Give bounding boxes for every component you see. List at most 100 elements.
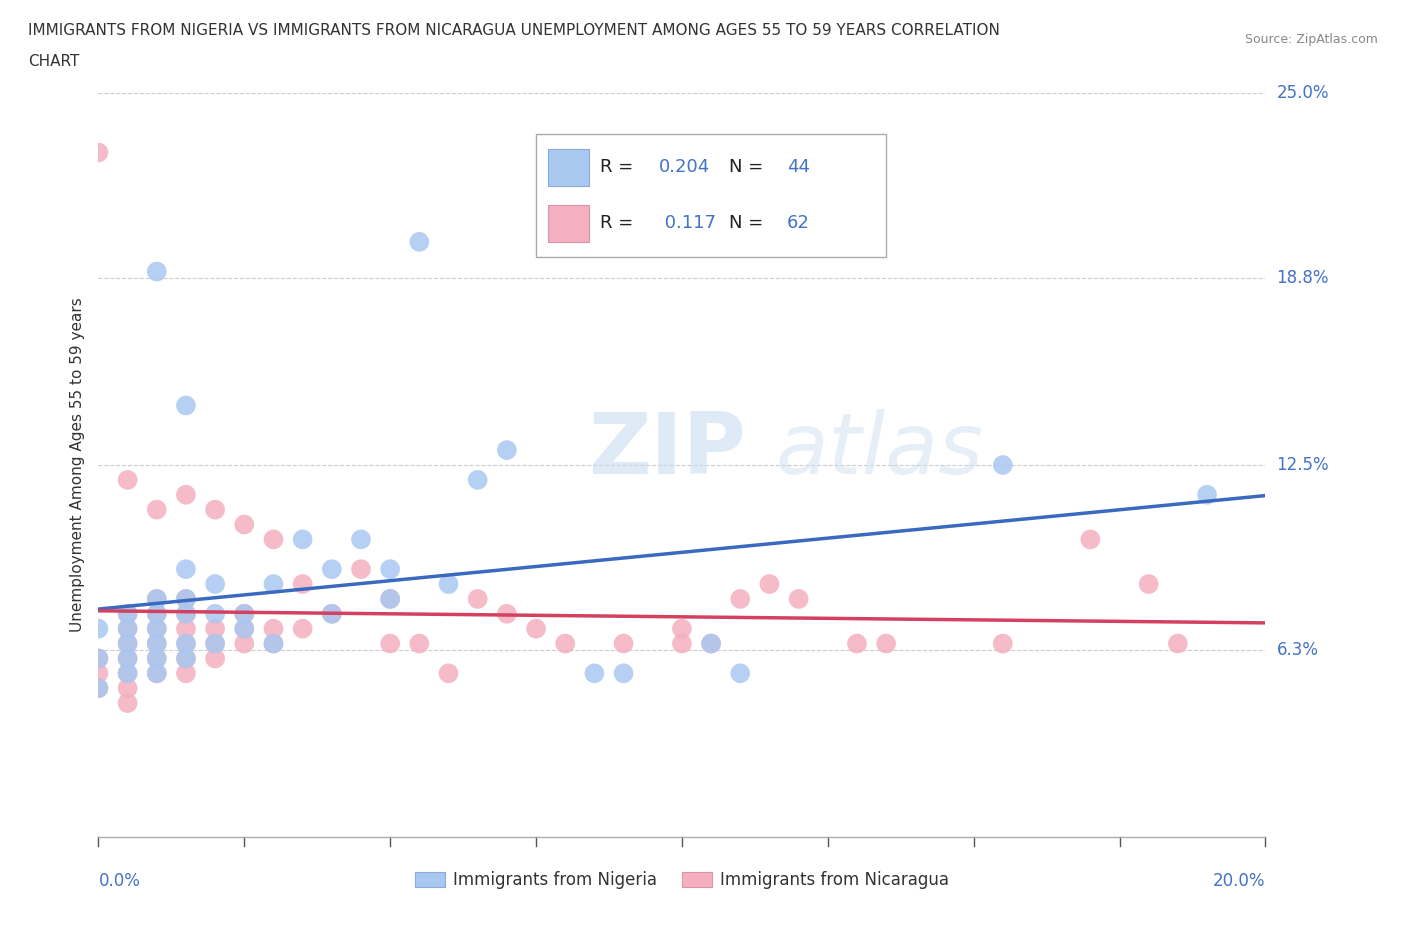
Point — [321, 606, 343, 621]
Text: 25.0%: 25.0% — [1277, 84, 1329, 102]
Point — [204, 606, 226, 621]
Text: 6.3%: 6.3% — [1277, 641, 1319, 658]
Point — [496, 443, 519, 458]
Point — [204, 577, 226, 591]
Point — [437, 577, 460, 591]
Point — [700, 636, 723, 651]
Point — [204, 636, 226, 651]
Point — [174, 666, 197, 681]
Point — [262, 532, 284, 547]
Point — [380, 636, 402, 651]
Point — [117, 666, 139, 681]
Point — [117, 666, 139, 681]
Point — [146, 651, 169, 666]
Point — [117, 696, 139, 711]
Text: CHART: CHART — [28, 54, 80, 69]
Point — [204, 651, 226, 666]
Point — [583, 666, 606, 681]
Point — [174, 487, 197, 502]
Point — [174, 398, 197, 413]
Point — [350, 532, 373, 547]
Point — [146, 621, 169, 636]
Point — [87, 651, 110, 666]
Point — [612, 636, 634, 651]
Point — [87, 651, 110, 666]
Point — [87, 145, 110, 160]
Point — [174, 636, 197, 651]
Point — [174, 591, 197, 606]
Point — [758, 577, 780, 591]
Point — [146, 502, 169, 517]
Point — [408, 636, 430, 651]
Point — [380, 591, 402, 606]
Point — [146, 651, 169, 666]
Point — [846, 636, 869, 651]
Point — [117, 651, 139, 666]
FancyBboxPatch shape — [548, 205, 589, 242]
Point — [380, 562, 402, 577]
Point — [1167, 636, 1189, 651]
Y-axis label: Unemployment Among Ages 55 to 59 years: Unemployment Among Ages 55 to 59 years — [69, 298, 84, 632]
Text: R =: R = — [600, 158, 640, 177]
Point — [380, 591, 402, 606]
Point — [117, 606, 139, 621]
Legend: Immigrants from Nigeria, Immigrants from Nicaragua: Immigrants from Nigeria, Immigrants from… — [408, 864, 956, 896]
Point — [291, 621, 314, 636]
Point — [321, 606, 343, 621]
Point — [146, 666, 169, 681]
Text: IMMIGRANTS FROM NIGERIA VS IMMIGRANTS FROM NICARAGUA UNEMPLOYMENT AMONG AGES 55 : IMMIGRANTS FROM NIGERIA VS IMMIGRANTS FR… — [28, 23, 1000, 38]
Point — [350, 562, 373, 577]
Point — [174, 651, 197, 666]
Point — [87, 621, 110, 636]
Point — [174, 621, 197, 636]
Point — [174, 651, 197, 666]
Point — [146, 666, 169, 681]
Point — [174, 562, 197, 577]
Point — [174, 606, 197, 621]
Point — [671, 636, 693, 651]
Text: 0.117: 0.117 — [658, 214, 716, 232]
FancyBboxPatch shape — [536, 134, 886, 257]
Point — [87, 681, 110, 696]
Point — [612, 666, 634, 681]
Point — [174, 606, 197, 621]
Point — [262, 636, 284, 651]
Point — [1195, 487, 1218, 502]
Text: atlas: atlas — [775, 408, 983, 492]
Point — [146, 606, 169, 621]
Point — [204, 621, 226, 636]
Point — [787, 591, 810, 606]
Text: N =: N = — [728, 158, 769, 177]
Point — [991, 636, 1014, 651]
Point — [408, 234, 430, 249]
Point — [496, 606, 519, 621]
Text: Source: ZipAtlas.com: Source: ZipAtlas.com — [1244, 33, 1378, 46]
Point — [146, 636, 169, 651]
Point — [146, 591, 169, 606]
Text: 44: 44 — [787, 158, 810, 177]
Point — [467, 591, 489, 606]
Point — [146, 621, 169, 636]
Point — [730, 666, 752, 681]
Point — [233, 517, 256, 532]
Point — [233, 606, 256, 621]
Point — [117, 636, 139, 651]
Point — [146, 606, 169, 621]
Point — [321, 562, 343, 577]
Point — [730, 591, 752, 606]
FancyBboxPatch shape — [548, 149, 589, 186]
Point — [117, 621, 139, 636]
Point — [146, 591, 169, 606]
Point — [262, 577, 284, 591]
Point — [291, 532, 314, 547]
Point — [117, 606, 139, 621]
Point — [1137, 577, 1160, 591]
Text: R =: R = — [600, 214, 640, 232]
Point — [991, 458, 1014, 472]
Point — [233, 606, 256, 621]
Point — [233, 636, 256, 651]
Point — [700, 636, 723, 651]
Point — [204, 502, 226, 517]
Point — [875, 636, 897, 651]
Text: 20.0%: 20.0% — [1213, 871, 1265, 890]
